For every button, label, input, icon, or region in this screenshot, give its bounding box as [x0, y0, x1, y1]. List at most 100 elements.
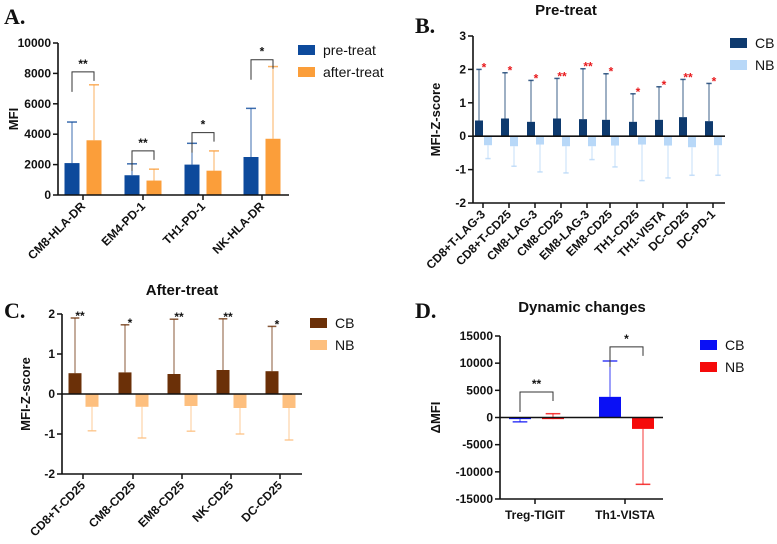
y-tick-label: 10000	[460, 356, 494, 370]
bar-after-treat	[86, 140, 102, 195]
bar-pre-treat	[184, 164, 200, 195]
x-tick-label: Treg-TIGIT	[505, 508, 566, 522]
bar-nb	[588, 136, 596, 147]
legend-item-nb: NB	[700, 359, 744, 375]
y-tick-label: -2	[44, 467, 55, 481]
y-axis-label: MFI	[6, 108, 21, 130]
bar-nb	[638, 136, 646, 145]
panel-label: D.	[415, 298, 436, 323]
bar-cb	[655, 119, 663, 137]
significance-star: *	[624, 332, 629, 346]
significance-star: **	[532, 377, 542, 391]
chart-panel-2: B.Pre-treatMFI-Z-score-2-10123CD8+T-LAG-…	[415, 2, 774, 272]
legend-swatch	[730, 38, 747, 48]
x-tick-label: CM8-CD25	[86, 478, 139, 531]
chart-title: After-treat	[146, 282, 219, 299]
panel-label: B.	[415, 13, 435, 38]
y-tick-label: 3	[459, 29, 466, 43]
bar-cb	[527, 121, 535, 137]
significance-star: *	[275, 317, 280, 331]
legend-item-pre-treat: pre-treat	[298, 42, 376, 58]
bar-nb	[562, 136, 570, 147]
bar-nb	[184, 394, 198, 406]
x-tick-label: EM8-CD25	[135, 478, 187, 530]
bar-cb	[501, 118, 509, 137]
legend-label: NB	[335, 337, 354, 353]
significance-star: **	[583, 60, 593, 74]
x-tick-label: NK-HLA-DR	[210, 199, 268, 257]
bar-cb	[216, 370, 230, 394]
y-tick-label: 8000	[24, 66, 51, 80]
bar-nb	[135, 394, 149, 407]
bar-after-treat	[265, 138, 281, 195]
legend-label: CB	[725, 337, 744, 353]
x-tick-label: Th1-VISTA	[595, 508, 655, 522]
legend-label: CB	[755, 35, 774, 51]
chart-panel-1: A. MFI 0 2000 4000 6000 8000 10000 CM8-HLA-DR EM4…	[4, 4, 384, 262]
bar-cb	[679, 117, 687, 137]
chart-title: Pre-treat	[535, 2, 597, 19]
y-tick-label: 5000	[466, 383, 493, 397]
y-tick-label: 0	[459, 129, 466, 143]
bar-nb	[714, 136, 722, 146]
y-tick-label: 0	[44, 188, 51, 202]
bar-pre-treat	[64, 163, 80, 195]
y-tick-label: -5000	[462, 438, 493, 452]
significance-bracket	[609, 346, 644, 367]
significance-bracket	[71, 71, 95, 92]
bar-cb	[118, 372, 132, 394]
y-tick-label: 1	[48, 347, 55, 361]
bar-pre-treat	[124, 175, 140, 195]
significance-star: **	[683, 70, 693, 84]
bar-cb	[475, 120, 483, 137]
bar-cb	[629, 121, 637, 137]
bar-cb	[553, 118, 561, 137]
significance-bracket	[519, 391, 554, 412]
y-tick-label: 6000	[24, 97, 51, 111]
bar-nb	[632, 417, 654, 429]
significance-star: **	[223, 310, 233, 324]
x-tick-label: DC-CD25	[238, 478, 285, 525]
bar-cb	[509, 417, 531, 420]
chart-title: Dynamic changes	[518, 299, 646, 316]
y-tick-label: 1	[459, 96, 466, 110]
significance-star: *	[636, 85, 641, 99]
legend-swatch	[700, 340, 717, 350]
bar-pre-treat	[243, 157, 259, 195]
significance-star: *	[260, 45, 265, 59]
bar-nb	[233, 394, 247, 408]
y-tick-label: -1	[44, 427, 55, 441]
bar-cb	[599, 396, 621, 418]
y-tick-label: -15000	[456, 492, 494, 506]
legend-label: CB	[335, 315, 354, 331]
legend-item-nb: NB	[730, 57, 774, 73]
bar-cb	[602, 119, 610, 137]
y-tick-label: 0	[48, 387, 55, 401]
legend-item-cb: CB	[730, 35, 774, 51]
bar-nb	[510, 136, 518, 147]
significance-bracket	[131, 150, 155, 171]
y-axis-label: ΔMFI	[428, 402, 443, 434]
significance-bracket	[191, 132, 215, 153]
legend-swatch	[700, 362, 717, 372]
significance-star: *	[201, 118, 206, 132]
y-axis-label: MFI-Z-score	[428, 83, 443, 157]
legend-label: after-treat	[323, 64, 384, 80]
bar-nb	[664, 136, 672, 146]
chart-panel-3: C. After-treat MFI-Z-score -2 -1 0 1 2 CD8+T-CD2…	[4, 282, 354, 539]
legend-item-cb: CB	[310, 315, 354, 331]
panel-label: A.	[4, 4, 25, 29]
y-axis-label: MFI-Z-score	[18, 357, 33, 431]
significance-star: *	[662, 78, 667, 92]
significance-star: *	[482, 60, 487, 74]
legend-item-nb: NB	[310, 337, 354, 353]
y-tick-label: 0	[486, 411, 493, 425]
y-tick-label: -10000	[456, 465, 494, 479]
panel-label: C.	[4, 298, 25, 323]
legend-item-after-treat: after-treat	[298, 64, 384, 80]
y-tick-label: 2	[48, 307, 55, 321]
y-tick-label: 2	[459, 62, 466, 76]
significance-bracket	[250, 59, 274, 80]
chart-panel-4: D. Dynamic changes ΔMFI -15000 -10000 -5000 0 5…	[415, 298, 744, 522]
